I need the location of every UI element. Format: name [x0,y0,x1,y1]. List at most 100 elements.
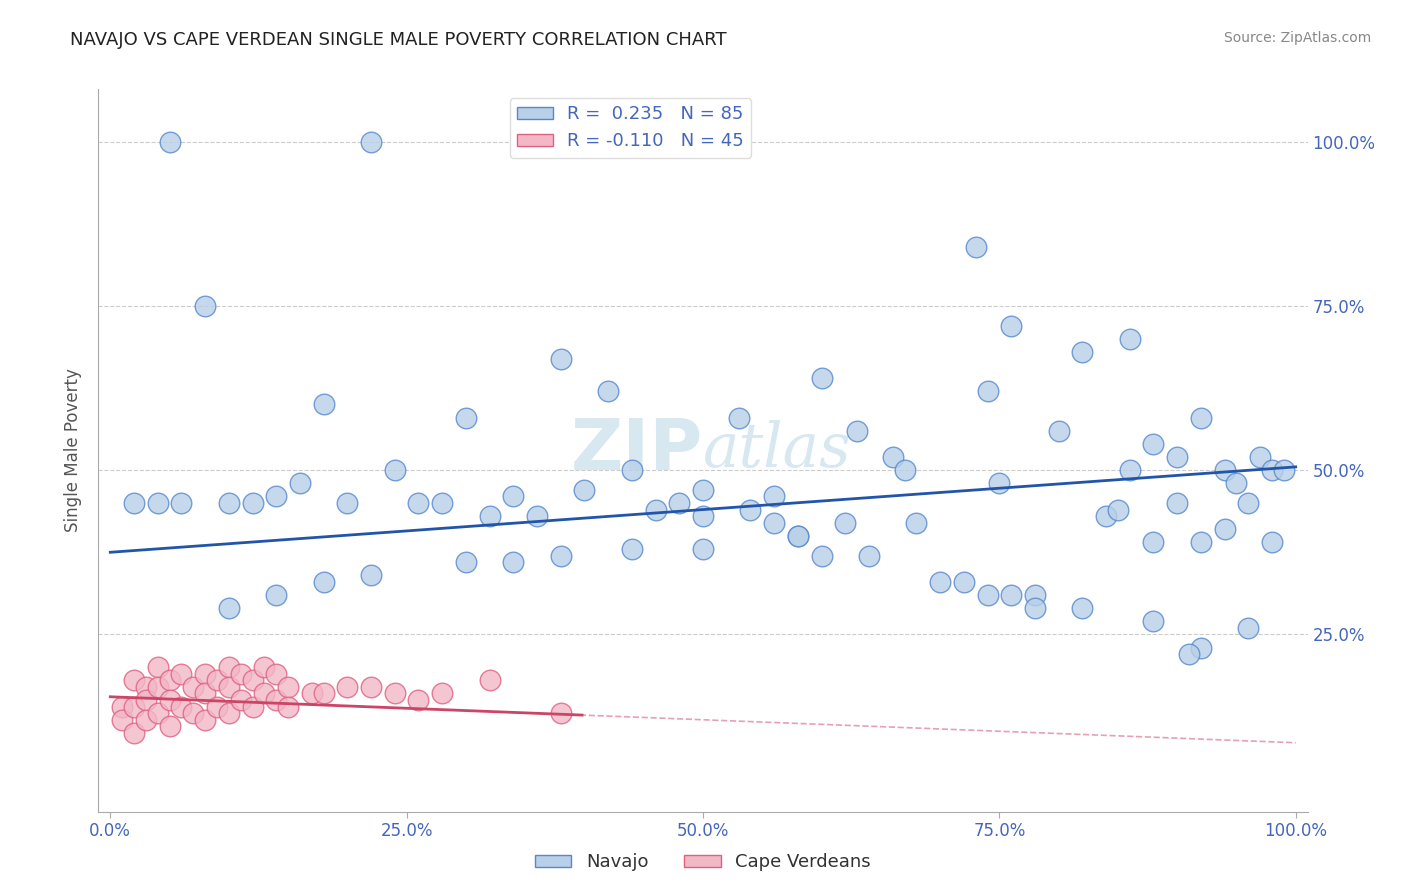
Point [1107,502,1129,516]
Text: NAVAJO VS CAPE VERDEAN SINGLE MALE POVERTY CORRELATION CHART: NAVAJO VS CAPE VERDEAN SINGLE MALE POVER… [70,31,727,49]
Point [1071,345,1094,359]
Point [253,686,276,700]
Point [550,706,572,721]
Point [550,549,572,563]
Point [1047,424,1070,438]
Point [763,516,786,530]
Point [905,516,928,530]
Point [170,666,193,681]
Point [454,555,477,569]
Point [135,713,157,727]
Point [159,135,181,149]
Point [301,686,323,700]
Point [264,666,287,681]
Point [205,699,228,714]
Point [360,568,382,582]
Point [1272,463,1295,477]
Point [194,686,217,700]
Point [1189,535,1212,549]
Point [312,574,335,589]
Text: ZIP: ZIP [571,416,703,485]
Point [135,693,157,707]
Point [218,680,240,694]
Point [194,666,217,681]
Point [1142,614,1164,628]
Point [1189,640,1212,655]
Point [288,476,311,491]
Point [264,588,287,602]
Point [1142,437,1164,451]
Point [692,541,714,556]
Point [598,384,620,399]
Point [111,699,134,714]
Point [620,463,643,477]
Point [976,384,998,399]
Point [976,588,998,602]
Point [727,410,749,425]
Point [194,299,217,313]
Point [218,601,240,615]
Point [1166,496,1188,510]
Point [1142,535,1164,549]
Point [988,476,1011,491]
Point [929,574,952,589]
Point [1237,621,1260,635]
Point [786,529,808,543]
Point [277,680,299,694]
Point [122,726,145,740]
Point [846,424,869,438]
Point [952,574,974,589]
Point [242,673,264,688]
Point [264,490,287,504]
Point [122,496,145,510]
Point [1261,535,1284,549]
Point [408,693,430,707]
Point [1213,463,1236,477]
Point [312,397,335,411]
Point [1000,588,1022,602]
Point [740,502,762,516]
Point [170,496,193,510]
Point [229,666,252,681]
Point [146,496,169,510]
Point [205,673,228,688]
Y-axis label: Single Male Poverty: Single Male Poverty [65,368,83,533]
Legend: Navajo, Cape Verdeans: Navajo, Cape Verdeans [529,847,877,879]
Point [1024,601,1046,615]
Point [668,496,690,510]
Point [170,699,193,714]
Point [692,483,714,497]
Point [146,706,169,721]
Point [893,463,915,477]
Point [218,660,240,674]
Point [264,693,287,707]
Point [1225,476,1247,491]
Point [181,680,204,694]
Point [1189,410,1212,425]
Point [786,529,808,543]
Point [620,541,643,556]
Point [1119,463,1142,477]
Point [810,549,832,563]
Point [1000,318,1022,333]
Point [1178,647,1201,661]
Point [432,496,454,510]
Point [135,680,157,694]
Point [194,713,217,727]
Point [644,502,666,516]
Point [1119,332,1142,346]
Point [763,490,786,504]
Point [336,680,359,694]
Point [1166,450,1188,464]
Point [574,483,596,497]
Point [432,686,454,700]
Point [1261,463,1284,477]
Point [242,496,264,510]
Point [550,351,572,366]
Point [277,699,299,714]
Point [810,371,832,385]
Point [384,686,406,700]
Point [1095,509,1118,524]
Point [312,686,335,700]
Point [218,706,240,721]
